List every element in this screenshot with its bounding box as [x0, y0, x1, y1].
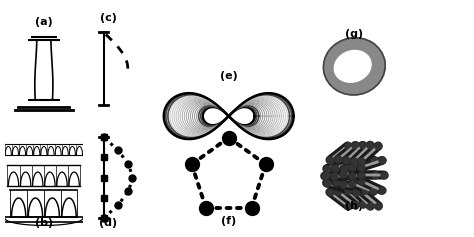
- Text: (d): (d): [99, 218, 117, 228]
- Text: (b): (b): [35, 218, 53, 228]
- Text: (c): (c): [100, 13, 117, 23]
- Text: (g): (g): [345, 29, 364, 39]
- Ellipse shape: [323, 38, 385, 95]
- Ellipse shape: [334, 50, 371, 82]
- Text: (h): (h): [345, 201, 364, 211]
- Text: (a): (a): [35, 17, 53, 27]
- Text: (f): (f): [221, 216, 237, 227]
- Text: (e): (e): [220, 71, 237, 81]
